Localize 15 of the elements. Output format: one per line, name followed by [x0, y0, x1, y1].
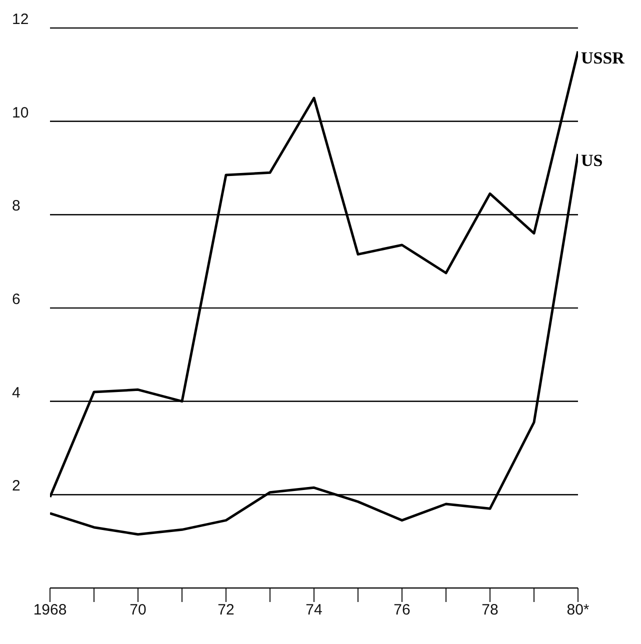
x-tick-label: 74: [306, 602, 322, 619]
y-tick-label: 2: [12, 478, 20, 495]
y-tick-label: 10: [12, 104, 29, 122]
y-tick-label: 6: [12, 291, 20, 308]
series-label: USSR: [581, 48, 626, 68]
x-tick-label: 78: [482, 602, 498, 619]
y-tick-label: 12: [12, 11, 29, 28]
x-tick-label: 76: [394, 602, 410, 619]
x-tick-label: 80*: [566, 602, 590, 619]
x-tick-label: 1968: [33, 602, 67, 619]
y-tick-label: 4: [12, 384, 20, 402]
x-tick-label: 70: [130, 602, 146, 619]
x-tick-label: 72: [218, 602, 234, 619]
series-label: US: [581, 151, 603, 170]
y-tick-label: 8: [12, 198, 20, 215]
